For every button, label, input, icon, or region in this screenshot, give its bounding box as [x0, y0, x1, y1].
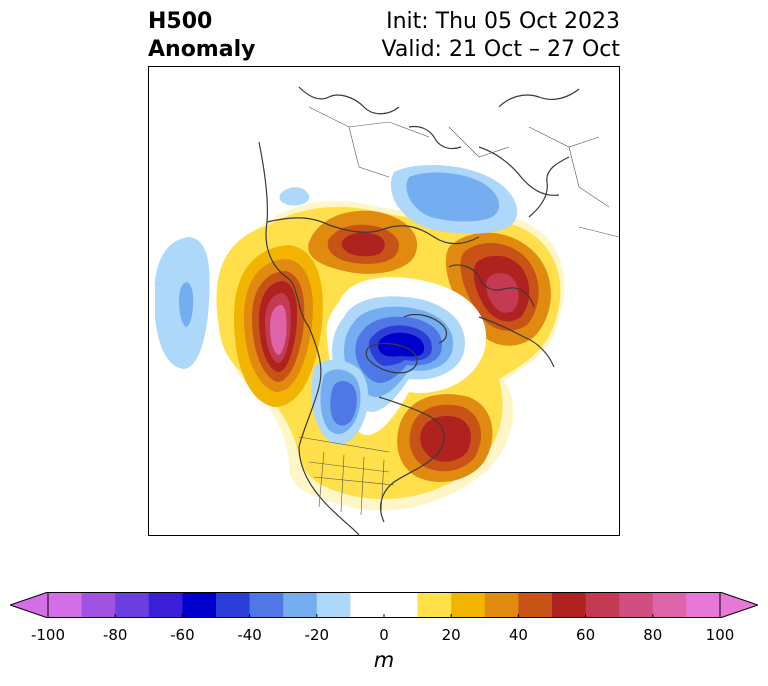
colorbar-tick-label: -20 — [304, 626, 330, 644]
colorbar-segment — [48, 592, 83, 618]
colorbar-tick-label: -80 — [102, 626, 128, 644]
colorbar-tick-label: -100 — [30, 626, 66, 644]
borders — [298, 106, 619, 516]
colorbar-tick-label: 0 — [379, 626, 389, 644]
title-variable: H500 — [148, 9, 213, 34]
valid-range: Valid: 21 Oct – 27 Oct — [381, 37, 620, 62]
colorbar-segment — [148, 592, 183, 618]
coastlines — [258, 86, 580, 535]
map-dates: Init: Thu 05 Oct 2023 Valid: 21 Oct – 27… — [382, 8, 620, 64]
colorbar-segment — [249, 592, 284, 618]
colorbar — [10, 592, 758, 618]
map-title: H500 Anomaly — [148, 8, 255, 64]
colorbar-tick-label: 80 — [643, 626, 663, 644]
colorbar-segment — [115, 592, 150, 618]
colorbar-segment — [182, 592, 217, 618]
colorbar-segment — [484, 592, 519, 618]
map-panel — [148, 66, 620, 536]
colorbar-segment — [350, 592, 385, 618]
colorbar-tick-label: 40 — [508, 626, 528, 644]
colorbar-segment — [585, 592, 620, 618]
colorbar-segment — [652, 592, 687, 618]
colorbar-tick-label: -40 — [237, 626, 262, 644]
colorbar-segment — [619, 592, 654, 618]
colorbar-segment — [686, 592, 721, 618]
anomaly-map — [149, 86, 619, 535]
colorbar-segment — [451, 592, 486, 618]
colorbar-tick-label: 20 — [441, 626, 461, 644]
colorbar-tick-label: -60 — [170, 626, 195, 644]
colorbar-segment — [216, 592, 251, 618]
colorbar-segment — [417, 592, 452, 618]
init-date: Init: Thu 05 Oct 2023 — [386, 9, 620, 34]
colorbar-segment — [518, 592, 553, 618]
colorbar-units: m — [373, 648, 395, 672]
colorbar-segment — [316, 592, 351, 618]
colorbar-segment — [81, 592, 116, 618]
colorbar-segment — [283, 592, 318, 618]
colorbar-tick-label: 60 — [576, 626, 596, 644]
title-anomaly: Anomaly — [148, 37, 256, 62]
colorbar-under-arrow — [10, 592, 49, 618]
colorbar-segment — [384, 592, 419, 618]
colorbar-over-arrow — [719, 592, 758, 618]
colorbar-tick-label: 100 — [705, 626, 735, 644]
colorbar-segment — [552, 592, 587, 618]
